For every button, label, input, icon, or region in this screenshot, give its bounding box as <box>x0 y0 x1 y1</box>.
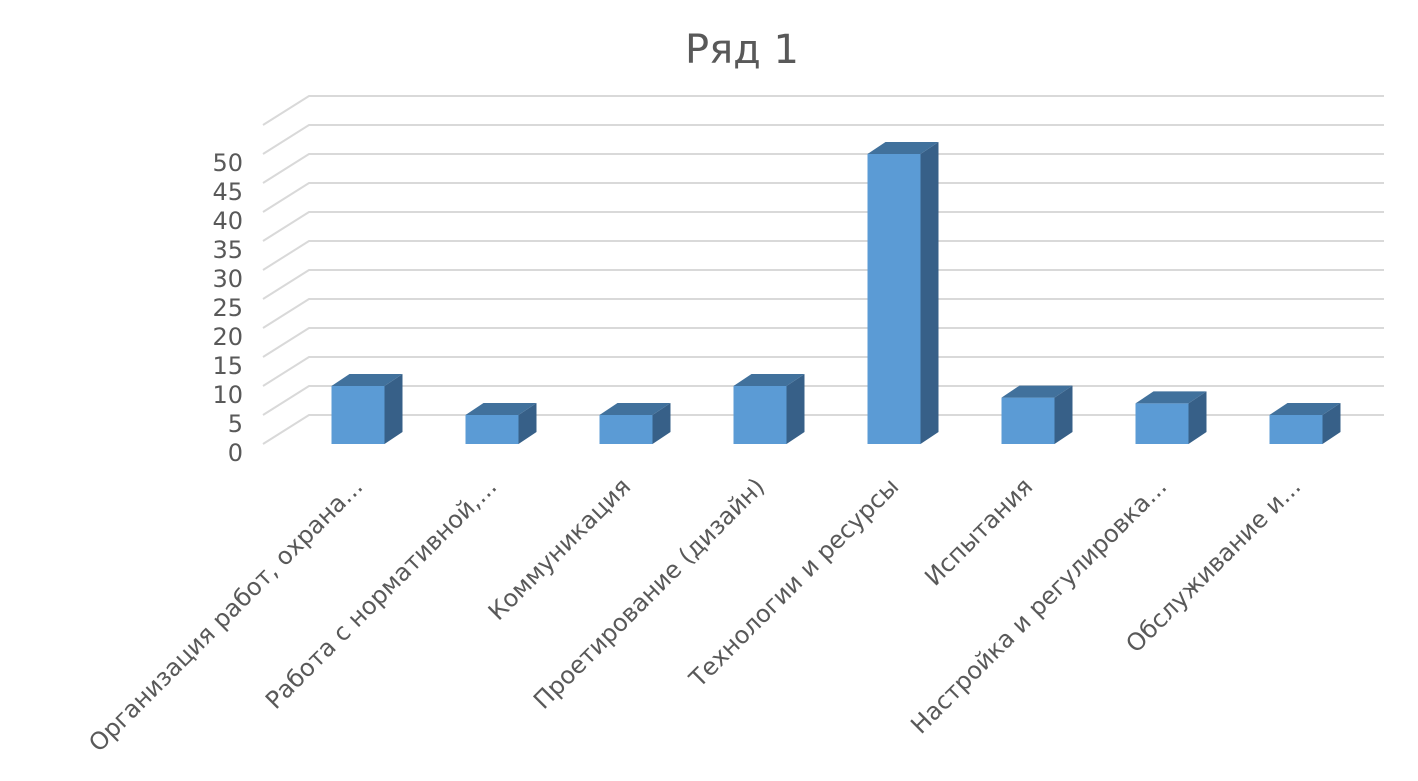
bar-top <box>867 142 939 154</box>
bar-top <box>733 374 805 386</box>
x-tick-label: Работа с нормативной,... <box>260 472 502 714</box>
bar-top <box>599 403 671 415</box>
y-tick-label: 5 <box>228 410 243 438</box>
y-tick-label: 15 <box>212 352 243 380</box>
chart-title: Ряд 1 <box>685 27 799 73</box>
bar-front <box>331 386 385 444</box>
bar-front <box>1135 403 1189 444</box>
gridline <box>262 385 1384 416</box>
y-tick-label: 25 <box>212 294 243 322</box>
bar-side <box>1054 385 1073 444</box>
gridline <box>262 414 1384 445</box>
gridline <box>262 356 1384 387</box>
bar-top <box>1269 403 1341 415</box>
x-tick-label: Организация работ, охрана... <box>83 472 368 757</box>
bar-top <box>1001 385 1073 398</box>
gridline <box>262 153 1384 184</box>
y-tick-label: 45 <box>212 178 243 206</box>
y-tick-label: 35 <box>212 236 243 264</box>
bar <box>331 374 403 444</box>
bar-side <box>652 403 671 444</box>
bar-side <box>786 374 805 444</box>
x-tick-label: Проетирование (дизайн) <box>528 472 770 714</box>
y-tick-label: 20 <box>212 323 243 351</box>
bar <box>599 403 671 444</box>
bar-top <box>465 403 537 415</box>
bar-top <box>1135 391 1207 404</box>
bar-front <box>867 154 921 444</box>
x-axis-labels: Организация работ, охрана...Работа с нор… <box>83 472 1306 757</box>
gridlines <box>262 95 1384 445</box>
gridline <box>262 124 1384 155</box>
x-tick-label: Испытания <box>919 472 1038 591</box>
bar <box>1269 403 1341 444</box>
gridline <box>262 95 1384 126</box>
gridline <box>262 327 1384 358</box>
bar-side <box>384 374 403 444</box>
bar <box>1001 385 1073 444</box>
y-tick-label: 30 <box>212 265 243 293</box>
bar-side <box>1322 403 1341 444</box>
y-tick-label: 10 <box>212 381 243 409</box>
bar-front <box>1001 397 1055 444</box>
y-tick-label: 40 <box>212 207 243 235</box>
bar-front <box>599 415 653 444</box>
gridline <box>262 182 1384 213</box>
y-tick-label: 50 <box>212 149 243 177</box>
gridline <box>262 211 1384 242</box>
bar-side <box>1188 391 1207 444</box>
gridline <box>262 269 1384 300</box>
bar <box>465 403 537 444</box>
bar-front <box>465 415 519 444</box>
x-tick-label: Коммуникация <box>483 472 636 625</box>
bar <box>733 374 805 444</box>
bar <box>1135 391 1207 444</box>
bar-front <box>733 386 787 444</box>
bars <box>331 142 1341 444</box>
bar-side <box>518 403 537 444</box>
gridline <box>262 298 1384 329</box>
bar <box>867 142 939 444</box>
gridline <box>262 240 1384 271</box>
bar-side <box>920 142 939 444</box>
x-tick-label: Настройка и регулировка... <box>905 472 1172 739</box>
bar-front <box>1269 415 1323 444</box>
bar-top <box>331 374 403 386</box>
y-tick-label: 0 <box>228 439 243 467</box>
